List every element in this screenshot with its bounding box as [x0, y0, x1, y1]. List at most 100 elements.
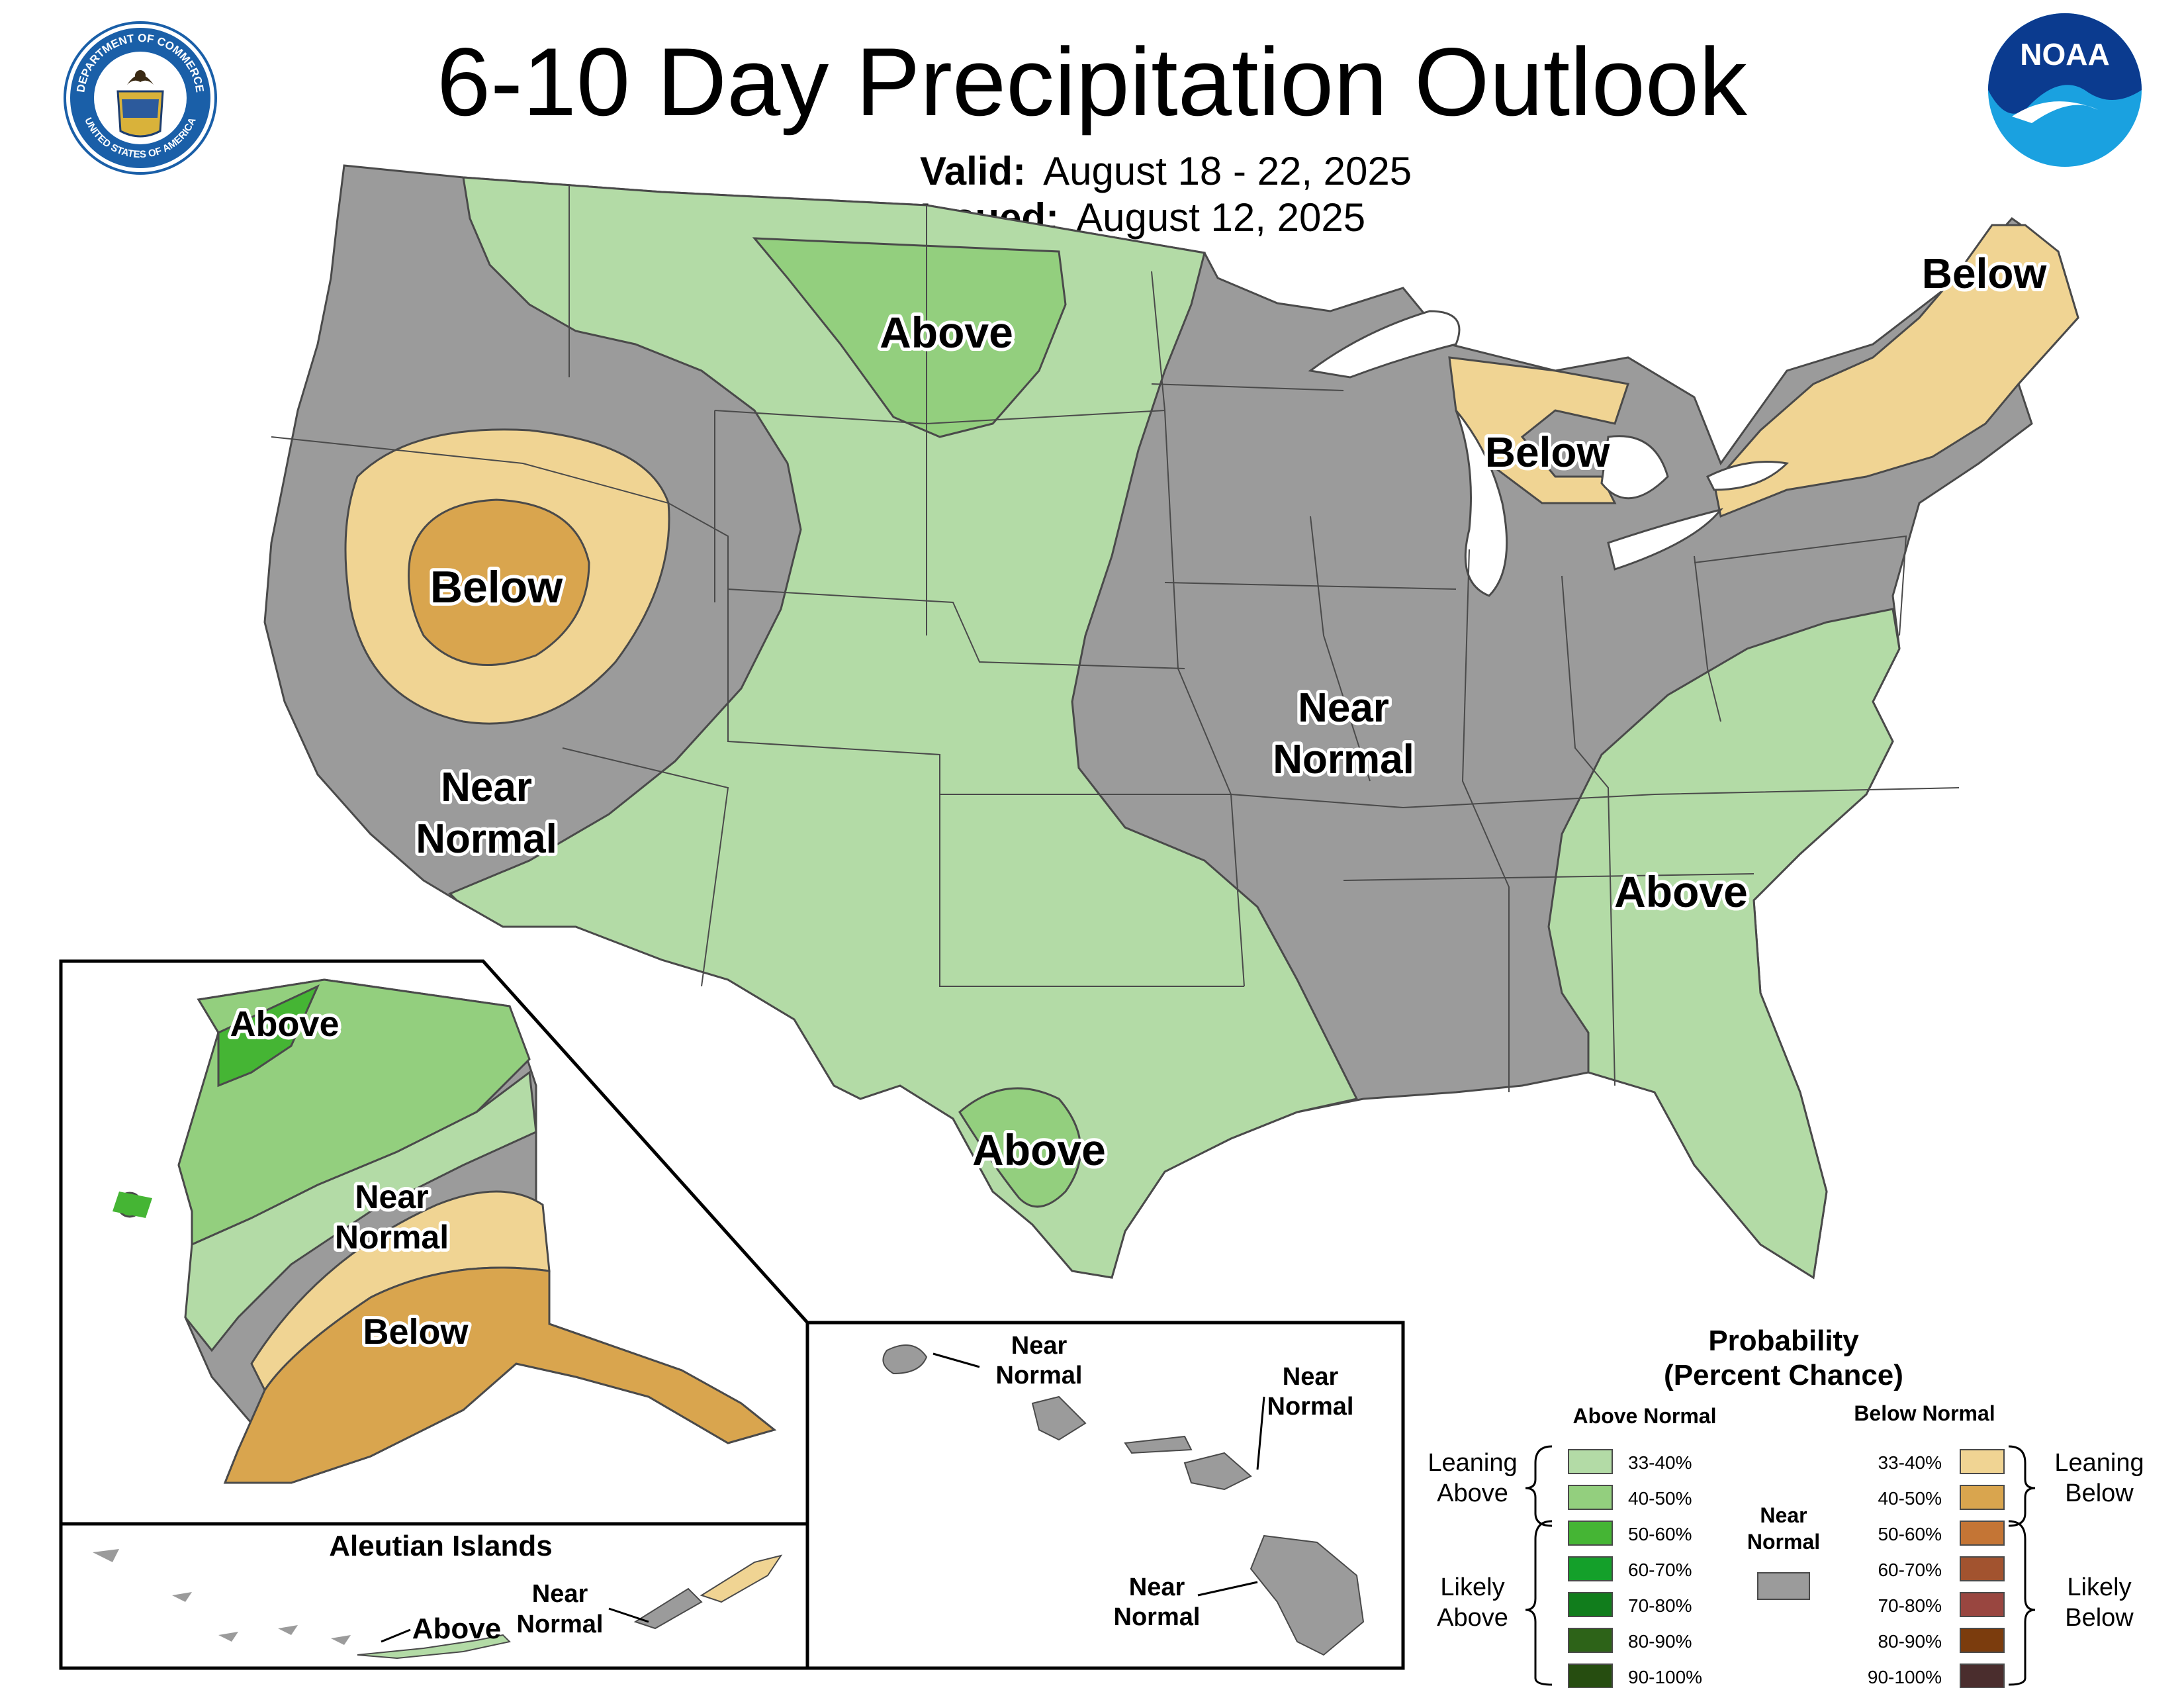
alaska-label-near-normal-line1: Near — [355, 1178, 428, 1215]
alaska-above-33-40 — [184, 1070, 537, 1352]
conus-map: Above Below Near Normal Near Normal Abov… — [263, 164, 2079, 1280]
legend-likely-below-line1: Likely — [2067, 1573, 2131, 1601]
alaska-below-40-50 — [223, 1266, 777, 1484]
legend-leaning-above-line1: Leaning — [1428, 1449, 1517, 1477]
hawaii-kauai-label-line1: Near — [1011, 1332, 1068, 1360]
issued-value: August 12, 2025 — [1076, 195, 1366, 240]
label-above-texas: Above — [972, 1125, 1106, 1174]
legend-below-swatch-2 — [1960, 1521, 2005, 1546]
legend-above-swatch-3 — [1568, 1556, 1613, 1581]
legend-below-swatch-label-2: 50-60% — [1878, 1524, 1942, 1544]
page-title: 6-10 Day Precipitation Outlook — [436, 28, 1748, 136]
legend-above-swatch-label-2: 50-60% — [1628, 1524, 1692, 1544]
legend-above-swatches: 33-40% 40-50% 50-60% 60-70% 70-80% 80-90% 90-1… — [1568, 1449, 1702, 1688]
hawaii-maui-label-line1: Near — [1283, 1363, 1339, 1391]
legend-leaning-above-line2: Above — [1437, 1479, 1508, 1507]
legend-likely-below-line2: Below — [2065, 1604, 2134, 1632]
label-near-normal-west-line1: Near — [441, 765, 532, 810]
legend-above-header: Above Normal — [1573, 1404, 1717, 1428]
aleutian-islands-near — [633, 1587, 703, 1630]
legend-leaning-below-line2: Below — [2065, 1479, 2134, 1507]
legend-likely-above-line1: Likely — [1440, 1573, 1504, 1601]
legend-below-swatch-label-0: 33-40% — [1878, 1452, 1942, 1473]
hawaii-big-island-label-line2: Normal — [1114, 1603, 1201, 1631]
legend-below-swatch-0 — [1960, 1449, 2005, 1474]
label-above-north: Above — [880, 308, 1013, 357]
commerce-seal-logo: DEPARTMENT OF COMMERCE UNITED STATES OF … — [64, 21, 217, 175]
legend-below-swatch-label-6: 90-100% — [1868, 1667, 1942, 1687]
hawaii-oahu — [1031, 1395, 1087, 1441]
conus-below-33-40-northeast — [1713, 224, 2079, 518]
legend-above-swatch-4 — [1568, 1592, 1613, 1617]
label-above-southeast: Above — [1614, 867, 1748, 916]
legend-above-swatch-label-6: 90-100% — [1628, 1667, 1702, 1687]
hawaii-maui-label-line2: Normal — [1267, 1393, 1354, 1421]
conus-above-33-40-central — [448, 176, 1359, 1279]
great-lakes — [1308, 310, 1790, 597]
legend-brace-likely-below — [2008, 1520, 2036, 1686]
legend-near-normal-line2: Normal — [1747, 1530, 1820, 1554]
conus-above-40-50-texas — [958, 1087, 1082, 1208]
hawaii-kauai-pointer — [933, 1352, 980, 1368]
legend-below-swatch-1 — [1960, 1485, 2005, 1510]
legend-brace-leaning-above — [1525, 1445, 1553, 1527]
valid-label: Valid: — [920, 149, 1026, 193]
legend-above-swatch-label-0: 33-40% — [1628, 1452, 1692, 1473]
legend-below-swatch-label-5: 80-90% — [1878, 1631, 1942, 1652]
legend-above-swatch-label-5: 80-90% — [1628, 1631, 1692, 1652]
alaska-label-above: Above — [230, 1004, 339, 1044]
valid-dates: Valid: August 18 - 22, 2025 — [920, 148, 1412, 194]
aleutian-near-pointer — [608, 1607, 649, 1623]
legend-below-swatch-label-3: 60-70% — [1878, 1560, 1942, 1580]
legend-below-swatches: 33-40% 40-50% 50-60% 60-70% 70-80% 80-90% 90-1… — [1868, 1449, 2005, 1688]
aleutian-inset: Aleutian Islands Above Near Normal — [59, 1522, 809, 1670]
alaska-island-shape — [113, 1192, 152, 1218]
alaska-inset: Above Near Normal Below — [59, 959, 809, 1526]
legend-near-normal-line1: Near — [1760, 1503, 1807, 1527]
legend-above-swatch-6 — [1568, 1664, 1613, 1688]
conus-above-33-40-southeast — [1547, 608, 1901, 1280]
alaska-label-below: Below — [363, 1312, 469, 1352]
legend-below-swatch-6 — [1960, 1664, 2005, 1688]
legend-below-swatch-label-1: 40-50% — [1878, 1488, 1942, 1509]
legend-title-line2: (Percent Chance) — [1664, 1359, 1903, 1391]
noaa-logo: NOAA — [1988, 13, 2142, 167]
hawaii-big-island-label-line1: Near — [1129, 1573, 1185, 1601]
label-near-normal-central-line1: Near — [1298, 685, 1389, 731]
conus-above-40-50-north — [752, 237, 1067, 438]
legend-above-swatch-2 — [1568, 1521, 1613, 1546]
label-near-normal-central-line2: Normal — [1273, 737, 1414, 782]
hawaii-big-island-pointer — [1197, 1581, 1258, 1597]
state-borders — [271, 185, 1960, 1092]
alaska-label-near-normal-line2: Normal — [335, 1219, 449, 1256]
hawaii-inset: Near Normal Near Normal Near Normal — [805, 1321, 1405, 1670]
aleutian-islands-below — [700, 1554, 783, 1603]
aleutian-title: Aleutian Islands — [329, 1530, 552, 1562]
legend-brace-leaning-below — [2008, 1445, 2036, 1527]
aleutian-islands-green — [357, 1634, 512, 1660]
alaska-above-50-60 — [217, 984, 320, 1088]
legend-leaning-below-line1: Leaning — [2054, 1449, 2144, 1477]
legend-above-swatch-0 — [1568, 1449, 1613, 1474]
legend-below-swatch-3 — [1960, 1556, 2005, 1581]
hawaii-maui — [1183, 1452, 1252, 1491]
label-near-normal-west-line2: Normal — [416, 816, 557, 862]
legend-below-swatch-label-4: 70-80% — [1878, 1595, 1942, 1616]
legend-likely-above-line2: Above — [1437, 1604, 1508, 1632]
legend-above-swatch-label-1: 40-50% — [1628, 1488, 1692, 1509]
legend-above-swatch-label-3: 60-70% — [1628, 1560, 1692, 1580]
legend-below-header: Below Normal — [1854, 1401, 1995, 1425]
label-below-great-basin: Below — [430, 562, 563, 612]
hawaii-kauai — [882, 1344, 928, 1375]
label-below-michigan: Below — [1485, 428, 1610, 476]
aleutian-label-near-line2: Normal — [517, 1611, 604, 1638]
hawaii-molokai — [1124, 1435, 1193, 1454]
legend-below-swatch-5 — [1960, 1628, 2005, 1653]
aleutian-label-above: Above — [412, 1613, 501, 1645]
legend-below-swatch-4 — [1960, 1592, 2005, 1617]
legend: Probability (Percent Chance) Above Norma… — [1428, 1325, 2144, 1688]
label-below-northeast: Below — [1922, 250, 2047, 297]
legend-above-swatch-1 — [1568, 1485, 1613, 1510]
